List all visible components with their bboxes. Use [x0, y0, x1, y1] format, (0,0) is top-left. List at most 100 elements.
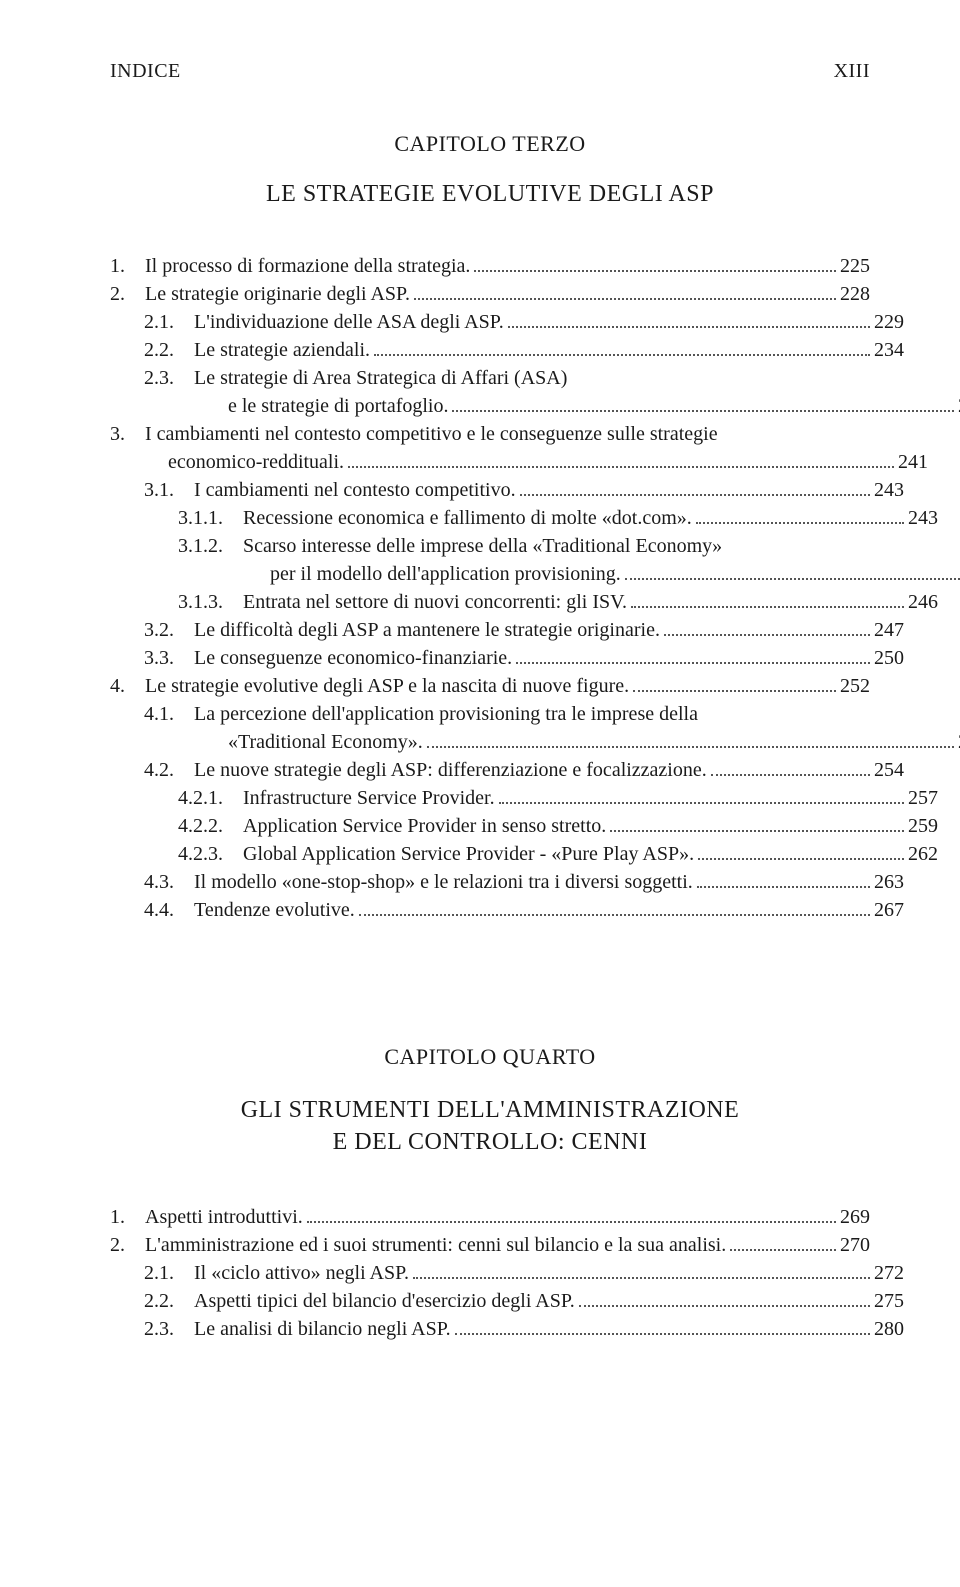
toc-page: 228 [840, 280, 870, 308]
toc-leader [474, 252, 836, 272]
toc-leader [516, 644, 870, 664]
toc-entry: 4.2. Le nuove strategie degli ASP: diffe… [110, 756, 904, 784]
toc-text: «Traditional Economy». [228, 728, 423, 756]
toc-number: 3.2. [144, 616, 194, 644]
toc-page: 252 [840, 672, 870, 700]
toc-page: 280 [874, 1315, 904, 1343]
toc-number: 2.3. [144, 1315, 194, 1343]
toc-text: La percezione dell'application provision… [194, 700, 904, 728]
toc-leader [610, 812, 904, 832]
toc-entry: 3.1.2. Scarso interesse delle imprese de… [110, 532, 938, 560]
toc-entry-continuation: «Traditional Economy».253 [110, 728, 960, 756]
toc-text: I cambiamenti nel contesto competitivo. [194, 476, 516, 504]
toc-leader [696, 504, 904, 524]
toc-chapter-4: 1. Aspetti introduttivi.2692. L'amminist… [110, 1203, 870, 1343]
toc-entry: 4.3. Il modello «one-stop-shop» e le rel… [110, 868, 904, 896]
toc-chapter-3: 1. Il processo di formazione della strat… [110, 252, 870, 924]
toc-text: Il «ciclo attivo» negli ASP. [194, 1259, 409, 1287]
toc-entry: 4.4. Tendenze evolutive. 267 [110, 896, 904, 924]
toc-number: 3.1.1. [178, 504, 243, 532]
toc-text: Application Service Provider in senso st… [243, 812, 606, 840]
toc-number: 3.1.2. [178, 532, 243, 560]
toc-page: 229 [874, 308, 904, 336]
toc-leader [508, 308, 870, 328]
toc-leader [374, 336, 870, 356]
toc-leader [631, 588, 904, 608]
toc-entry: 2.1. L'individuazione delle ASA degli AS… [110, 308, 904, 336]
toc-text: Le strategie originarie degli ASP. [145, 280, 410, 308]
toc-number: 2. [110, 280, 145, 308]
chapter-label: CAPITOLO TERZO [110, 131, 870, 157]
toc-leader [414, 280, 836, 300]
toc-number: 4.2.3. [178, 840, 243, 868]
toc-number: 4.3. [144, 868, 194, 896]
toc-page: 243 [908, 504, 938, 532]
toc-leader [413, 1259, 870, 1279]
toc-entry: 3.3. Le conseguenze economico-finanziari… [110, 644, 904, 672]
toc-leader [664, 616, 870, 636]
toc-page: 269 [840, 1203, 870, 1231]
toc-entry: 2.1. Il «ciclo attivo» negli ASP.272 [110, 1259, 904, 1287]
toc-text: Le strategie aziendali. [194, 336, 370, 364]
toc-leader [579, 1287, 870, 1307]
toc-leader [427, 728, 954, 748]
toc-page: 250 [874, 644, 904, 672]
toc-entry: 4. Le strategie evolutive degli ASP e la… [110, 672, 870, 700]
running-header: INDICE XIII [110, 60, 870, 83]
toc-entry: 2.2. Le strategie aziendali.234 [110, 336, 904, 364]
toc-number: 2.1. [144, 308, 194, 336]
toc-page: 263 [874, 868, 904, 896]
toc-number: 4.2.1. [178, 784, 243, 812]
toc-entry: 4.2.1. Infrastructure Service Provider. 2… [110, 784, 938, 812]
toc-number: 2. [110, 1231, 145, 1259]
toc-page: 243 [874, 476, 904, 504]
toc-entry: 4.1. La percezione dell'application prov… [110, 700, 904, 728]
toc-leader [633, 672, 836, 692]
toc-number: 2.3. [144, 364, 194, 392]
toc-text: Tendenze evolutive. [194, 896, 355, 924]
running-header-right: XIII [834, 60, 870, 83]
toc-leader [697, 868, 870, 888]
toc-text: Le difficoltà degli ASP a mantenere le s… [194, 616, 660, 644]
toc-text: Il modello «one-stop-shop» e le relazion… [194, 868, 693, 896]
chapter-title: LE STRATEGIE EVOLUTIVE DEGLI ASP [110, 181, 870, 208]
toc-page: 267 [874, 896, 904, 924]
toc-leader [625, 560, 960, 580]
toc-text: Le nuove strategie degli ASP: differenzi… [194, 756, 707, 784]
toc-text: Scarso interesse delle imprese della «Tr… [243, 532, 938, 560]
toc-entry-continuation: economico-reddituali.241 [110, 448, 928, 476]
chapter-title-line: E DEL CONTROLLO: CENNI [333, 1129, 648, 1155]
toc-entry-continuation: e le strategie di portafoglio.236 [110, 392, 960, 420]
chapter-label: CAPITOLO QUARTO [110, 1044, 870, 1070]
toc-entry: 1. Aspetti introduttivi.269 [110, 1203, 870, 1231]
toc-leader [520, 476, 870, 496]
toc-entry: 4.2.3. Global Application Service Provid… [110, 840, 938, 868]
toc-text: Global Application Service Provider - «P… [243, 840, 694, 868]
toc-text: Il processo di formazione della strategi… [145, 252, 470, 280]
toc-leader [499, 784, 904, 804]
toc-text: e le strategie di portafoglio. [228, 392, 448, 420]
toc-number: 4.2.2. [178, 812, 243, 840]
toc-number: 4.4. [144, 896, 194, 924]
toc-entry: 2. L'amministrazione ed i suoi strumenti… [110, 1231, 870, 1259]
toc-entry: 3.1.3. Entrata nel settore di nuovi conc… [110, 588, 938, 616]
toc-text: Infrastructure Service Provider. [243, 784, 495, 812]
toc-number: 3. [110, 420, 145, 448]
toc-number: 1. [110, 1203, 145, 1231]
toc-page: 234 [874, 336, 904, 364]
toc-entry: 4.2.2. Application Service Provider in s… [110, 812, 938, 840]
toc-number: 2.2. [144, 1287, 194, 1315]
toc-page: 257 [908, 784, 938, 812]
running-header-left: INDICE [110, 60, 181, 83]
toc-entry-continuation: per il modello dell'application provisio… [110, 560, 960, 588]
toc-page: 262 [908, 840, 938, 868]
toc-text: economico-reddituali. [168, 448, 344, 476]
toc-page: 272 [874, 1259, 904, 1287]
toc-leader [455, 1315, 870, 1335]
toc-text: Le analisi di bilancio negli ASP. [194, 1315, 451, 1343]
toc-page: 259 [908, 812, 938, 840]
section-gap [110, 924, 870, 1044]
toc-page: 246 [908, 588, 938, 616]
toc-number: 3.1.3. [178, 588, 243, 616]
toc-entry: 3.1. I cambiamenti nel contesto competit… [110, 476, 904, 504]
